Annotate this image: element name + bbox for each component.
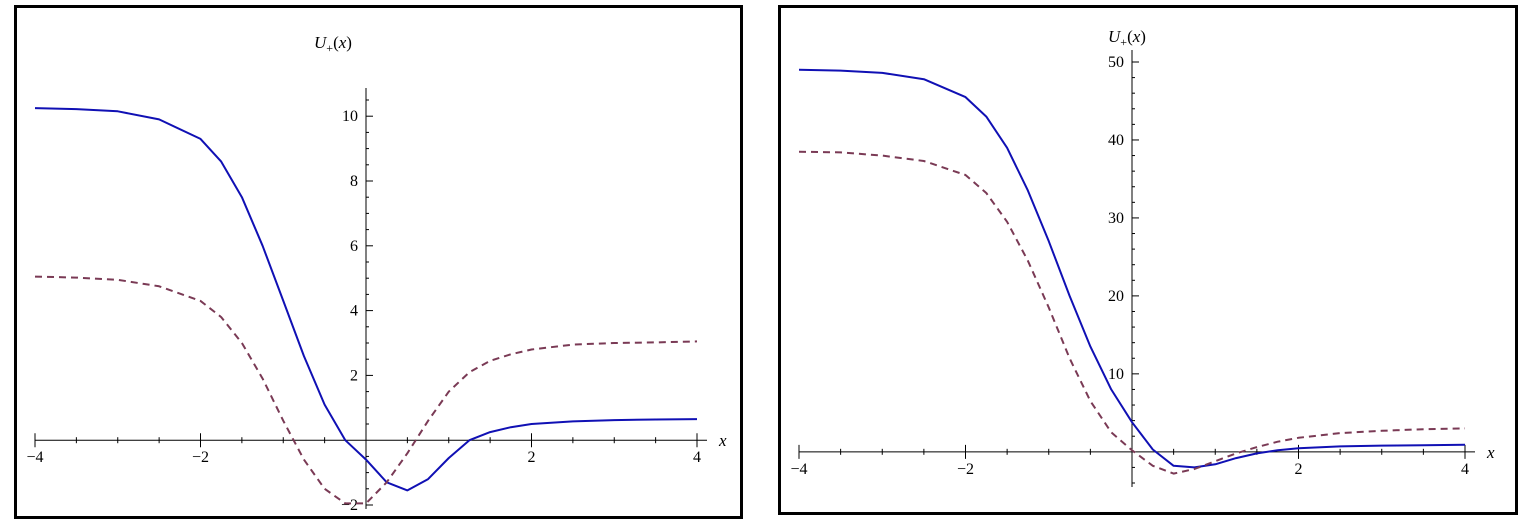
dashed-series-line xyxy=(798,150,1466,475)
y-tick-label: 8 xyxy=(350,173,358,190)
y-tick-label: 20 xyxy=(1108,288,1124,305)
x-tick-label: 2 xyxy=(528,449,536,466)
y-tick-label: 10 xyxy=(1108,366,1124,383)
chart-right: −4 −2 2 4 10 20 30 40 50 U+(x) x xyxy=(790,27,1495,487)
dashed-series-line xyxy=(34,275,698,505)
x-axis-label: x xyxy=(718,431,727,450)
x-axis-label: x xyxy=(1486,443,1495,462)
y-tick-label: 30 xyxy=(1108,210,1124,227)
x-tick-label: 4 xyxy=(1461,461,1469,478)
solid-series-line xyxy=(798,68,1466,469)
y-tick-label: −2 xyxy=(341,497,358,514)
y-tick-label: 50 xyxy=(1108,54,1124,71)
x-tick-label: −4 xyxy=(26,449,43,466)
y-tick-label: 2 xyxy=(350,367,358,384)
x-tick-label: −4 xyxy=(790,461,807,478)
solid-series-line xyxy=(34,107,698,492)
y-axis-label: U+(x) xyxy=(1108,27,1146,49)
y-tick-label: 10 xyxy=(342,108,358,125)
y-axis-label: U+(x) xyxy=(314,33,352,55)
x-tick-label: 2 xyxy=(1295,461,1303,478)
x-tick-label: −2 xyxy=(192,449,209,466)
chart-left: −4 −2 2 4 −2 2 4 6 8 10 U+(x) x xyxy=(26,33,727,514)
y-tick-label: 6 xyxy=(350,238,358,255)
x-tick-label: 4 xyxy=(693,449,701,466)
y-tick-label: 4 xyxy=(350,303,358,320)
y-tick-label: 40 xyxy=(1108,132,1124,149)
x-tick-label: −2 xyxy=(957,461,974,478)
chart-panel-right: −4 −2 2 4 10 20 30 40 50 U+(x) x xyxy=(778,5,1518,515)
chart-panel-left: −4 −2 2 4 −2 2 4 6 8 10 U+(x) x xyxy=(14,5,743,519)
